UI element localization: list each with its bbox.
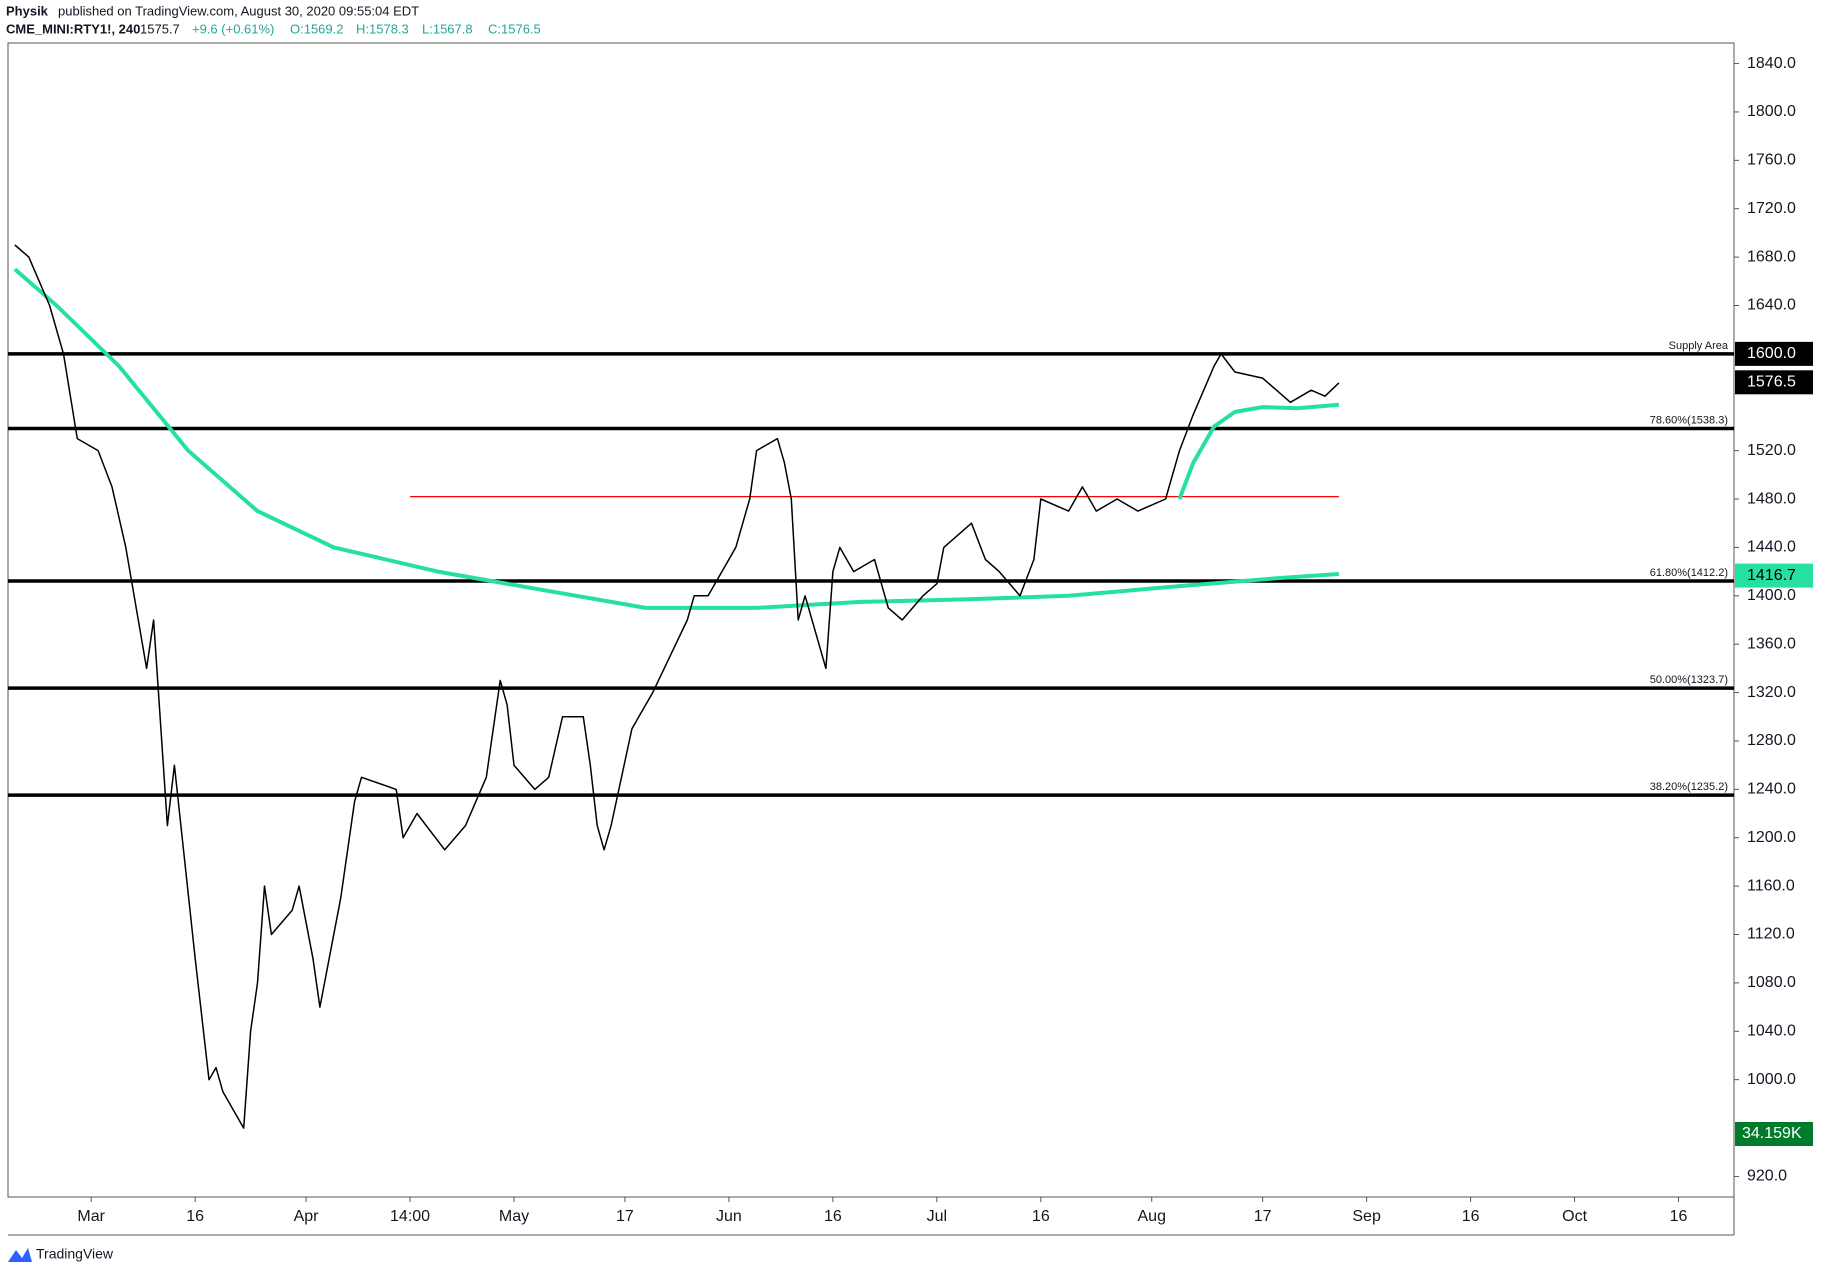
level-label: 61.80%(1412.2) bbox=[1650, 567, 1728, 579]
y-tick-label: 1760.0 bbox=[1747, 152, 1796, 169]
y-tick-label: 1320.0 bbox=[1747, 684, 1796, 701]
y-tick-label: 1440.0 bbox=[1747, 539, 1796, 556]
price-badge bbox=[1735, 563, 1813, 588]
x-tick-label: 16 bbox=[186, 1208, 204, 1225]
y-tick-label: 1040.0 bbox=[1747, 1022, 1796, 1039]
volume-badge bbox=[1735, 1122, 1813, 1146]
y-tick-label: 1200.0 bbox=[1747, 829, 1796, 846]
y-tick-label: 920.0 bbox=[1747, 1168, 1787, 1185]
x-tick-label: Jul bbox=[927, 1208, 947, 1225]
high: H:1578.3 bbox=[356, 21, 409, 36]
published: published on TradingView.com, August 30,… bbox=[58, 3, 419, 18]
x-tick-label: 14:00 bbox=[390, 1208, 430, 1225]
level-label: 38.20%(1235.2) bbox=[1650, 781, 1728, 793]
logo bbox=[8, 1248, 32, 1262]
price-badge-label: 1416.7 bbox=[1747, 567, 1796, 584]
y-tick-label: 1720.0 bbox=[1747, 200, 1796, 217]
y-tick-label: 1680.0 bbox=[1747, 248, 1796, 265]
y-tick-label: 1160.0 bbox=[1747, 877, 1795, 894]
moving-average bbox=[1177, 402, 1340, 500]
volume-badge-label: 34.159K bbox=[1742, 1125, 1802, 1142]
low: L:1567.8 bbox=[422, 21, 473, 36]
x-tick-label: Apr bbox=[294, 1208, 320, 1225]
price-badge bbox=[1735, 370, 1813, 395]
y-tick-label: 1840.0 bbox=[1747, 55, 1796, 72]
x-tick-label: May bbox=[499, 1208, 529, 1225]
y-tick-label: 1400.0 bbox=[1747, 587, 1796, 604]
last-price: 1575.7 bbox=[140, 21, 180, 36]
x-tick-label: 16 bbox=[824, 1208, 842, 1225]
publisher: Physik bbox=[6, 3, 49, 18]
price-badge-label: 1600.0 bbox=[1747, 345, 1796, 362]
price-line bbox=[14, 244, 1340, 1129]
plot-frame bbox=[7, 42, 1735, 1198]
x-tick-label: 17 bbox=[1254, 1208, 1272, 1225]
x-tick-label: Aug bbox=[1138, 1208, 1166, 1225]
close: C:1576.5 bbox=[488, 21, 541, 36]
brand: TradingView bbox=[36, 1246, 114, 1262]
x-tick-label: Sep bbox=[1352, 1208, 1381, 1225]
y-tick-label: 1480.0 bbox=[1747, 490, 1796, 507]
y-tick-label: 1640.0 bbox=[1747, 297, 1796, 314]
y-tick-label: 1080.0 bbox=[1747, 974, 1796, 991]
level-label: 50.00%(1323.7) bbox=[1650, 674, 1728, 686]
x-tick-label: Mar bbox=[77, 1208, 105, 1225]
y-tick-label: 1800.0 bbox=[1747, 103, 1796, 120]
level-label: Supply Area bbox=[1669, 340, 1729, 352]
y-tick-label: 1000.0 bbox=[1747, 1071, 1796, 1088]
x-tick-label: 16 bbox=[1032, 1208, 1050, 1225]
x-tick-label: 17 bbox=[616, 1208, 634, 1225]
price-badge bbox=[1735, 341, 1813, 366]
x-tick-label: Oct bbox=[1562, 1208, 1587, 1225]
change: +9.6 (+0.61%) bbox=[192, 21, 274, 36]
x-tick-label: Jun bbox=[716, 1208, 742, 1225]
y-tick-label: 1280.0 bbox=[1747, 732, 1796, 749]
y-tick-label: 1520.0 bbox=[1747, 442, 1796, 459]
moving-average bbox=[13, 267, 1340, 610]
x-tick-label: 16 bbox=[1670, 1208, 1688, 1225]
price-badge-label: 1576.5 bbox=[1747, 374, 1796, 391]
x-tick-label: 16 bbox=[1462, 1208, 1480, 1225]
y-tick-label: 1360.0 bbox=[1747, 635, 1796, 652]
level-label: 78.60%(1538.3) bbox=[1650, 414, 1728, 426]
y-tick-label: 1240.0 bbox=[1747, 781, 1796, 798]
open: O:1569.2 bbox=[290, 21, 344, 36]
y-tick-label: 1120.0 bbox=[1747, 926, 1795, 943]
symbol: CME_MINI:RTY1!, 240 bbox=[6, 21, 140, 36]
